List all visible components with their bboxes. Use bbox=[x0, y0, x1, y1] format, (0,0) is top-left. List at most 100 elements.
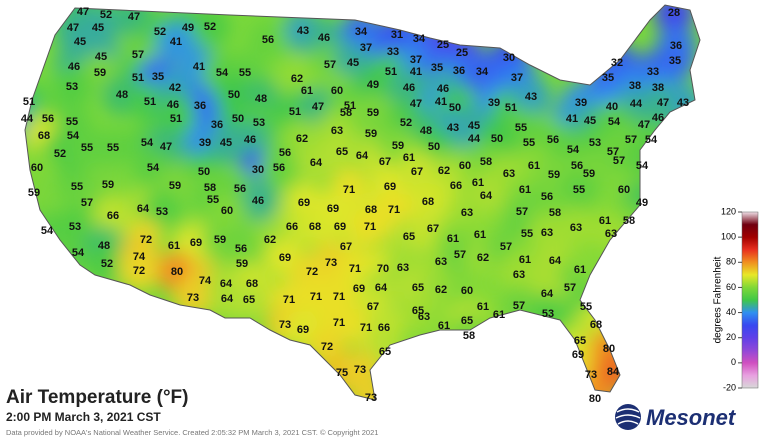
station-temperature: 45 bbox=[74, 36, 86, 48]
station-temperature: 36 bbox=[670, 40, 682, 52]
station-temperature: 64 bbox=[221, 293, 234, 305]
temperature-blob bbox=[119, 251, 159, 291]
colorbar-tick-label: 20 bbox=[726, 332, 736, 342]
station-temperature: 43 bbox=[677, 97, 689, 109]
station-temperature: 46 bbox=[403, 82, 415, 94]
station-temperature: 57 bbox=[324, 59, 336, 71]
station-temperature: 71 bbox=[333, 291, 345, 303]
temperature-blob bbox=[499, 255, 539, 295]
station-temperature: 63 bbox=[541, 227, 553, 239]
station-temperature: 66 bbox=[450, 180, 462, 192]
station-temperature: 46 bbox=[437, 83, 449, 95]
station-temperature: 50 bbox=[228, 89, 240, 101]
temperature-blob bbox=[259, 148, 299, 188]
station-temperature: 68 bbox=[246, 278, 258, 290]
station-temperature: 30 bbox=[252, 164, 264, 176]
station-temperature: 61 bbox=[519, 254, 531, 266]
station-temperature: 51 bbox=[23, 96, 35, 108]
station-temperature: 64 bbox=[480, 190, 493, 202]
station-temperature: 56 bbox=[541, 191, 553, 203]
station-temperature: 63 bbox=[331, 125, 343, 137]
station-temperature: 52 bbox=[54, 148, 66, 160]
station-temperature: 68 bbox=[38, 130, 50, 142]
colorbar-tick-label: 100 bbox=[721, 232, 736, 242]
station-temperature: 54 bbox=[147, 162, 160, 174]
station-temperature: 52 bbox=[154, 26, 166, 38]
station-temperature: 59 bbox=[583, 168, 595, 180]
station-temperature: 39 bbox=[199, 137, 211, 149]
station-temperature: 71 bbox=[349, 263, 361, 275]
temperature-blob bbox=[556, 208, 596, 248]
station-temperature: 50 bbox=[198, 166, 210, 178]
station-temperature: 71 bbox=[333, 317, 345, 329]
temperature-field bbox=[25, 5, 700, 400]
station-temperature: 25 bbox=[456, 47, 468, 59]
station-temperature: 71 bbox=[364, 221, 376, 233]
temperature-blob bbox=[238, 181, 278, 221]
station-temperature: 56 bbox=[234, 183, 246, 195]
station-temperature: 57 bbox=[454, 249, 466, 261]
colorbar-label: degrees Fahrenheit bbox=[713, 256, 724, 343]
station-temperature: 57 bbox=[516, 206, 528, 218]
station-temperature: 47 bbox=[657, 97, 669, 109]
station-temperature: 63 bbox=[503, 168, 515, 180]
station-temperature: 46 bbox=[318, 32, 330, 44]
colorbar-tick-label: 120 bbox=[721, 206, 736, 216]
station-temperature: 61 bbox=[519, 184, 531, 196]
station-temperature: 71 bbox=[388, 204, 400, 216]
station-temperature: 56 bbox=[42, 113, 54, 125]
station-temperature: 65 bbox=[574, 335, 586, 347]
station-temperature: 50 bbox=[232, 113, 244, 125]
station-temperature: 64 bbox=[356, 150, 369, 162]
station-temperature: 34 bbox=[413, 33, 426, 45]
station-temperature: 50 bbox=[449, 102, 461, 114]
station-temperature: 63 bbox=[461, 207, 473, 219]
station-temperature: 62 bbox=[435, 284, 447, 296]
station-temperature: 47 bbox=[67, 22, 79, 34]
station-temperature: 47 bbox=[312, 101, 324, 113]
logo-text: Mesonet bbox=[646, 405, 737, 430]
station-temperature: 44 bbox=[21, 113, 34, 125]
station-temperature: 54 bbox=[645, 134, 658, 146]
station-temperature: 64 bbox=[549, 255, 562, 267]
station-temperature: 49 bbox=[182, 22, 194, 34]
temperature-blob bbox=[654, 5, 694, 33]
station-temperature: 40 bbox=[606, 101, 618, 113]
station-temperature: 59 bbox=[365, 128, 377, 140]
station-temperature: 53 bbox=[66, 81, 78, 93]
station-temperature: 43 bbox=[447, 122, 459, 134]
station-temperature: 36 bbox=[194, 100, 206, 112]
station-temperature: 54 bbox=[141, 137, 154, 149]
station-temperature: 57 bbox=[81, 197, 93, 209]
station-temperature: 55 bbox=[523, 137, 535, 149]
station-temperature: 66 bbox=[107, 210, 119, 222]
station-temperature: 42 bbox=[169, 82, 181, 94]
station-temperature: 57 bbox=[513, 300, 525, 312]
station-temperature: 45 bbox=[92, 22, 104, 34]
station-temperature: 52 bbox=[100, 9, 112, 21]
station-temperature: 35 bbox=[152, 71, 164, 83]
temperature-blob bbox=[462, 52, 502, 92]
station-temperature: 28 bbox=[668, 7, 680, 19]
station-temperature: 59 bbox=[94, 67, 106, 79]
station-temperature: 62 bbox=[477, 252, 489, 264]
subtitle: 2:00 PM March 3, 2021 CST bbox=[6, 410, 161, 424]
station-temperature: 44 bbox=[630, 98, 643, 110]
station-temperature: 43 bbox=[297, 25, 309, 37]
station-temperature: 55 bbox=[515, 122, 527, 134]
station-temperature: 67 bbox=[427, 223, 439, 235]
station-temperature: 59 bbox=[28, 187, 40, 199]
station-temperature: 55 bbox=[573, 184, 585, 196]
station-temperature: 39 bbox=[575, 97, 587, 109]
station-temperature: 60 bbox=[221, 205, 233, 217]
station-temperature: 65 bbox=[379, 346, 391, 358]
station-temperature: 58 bbox=[480, 156, 492, 168]
temperature-blob bbox=[248, 20, 288, 60]
station-temperature: 55 bbox=[107, 142, 119, 154]
station-temperature: 51 bbox=[170, 113, 182, 125]
station-temperature: 69 bbox=[190, 237, 202, 249]
station-temperature: 55 bbox=[81, 142, 93, 154]
station-temperature: 54 bbox=[216, 67, 229, 79]
station-temperature: 54 bbox=[567, 144, 580, 156]
